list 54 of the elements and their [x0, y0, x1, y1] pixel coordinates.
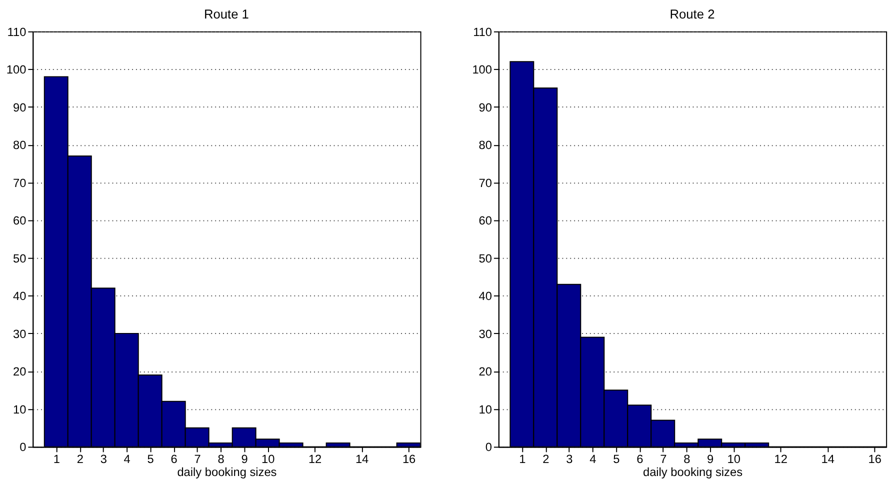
y-tick-label: 30 — [13, 326, 27, 341]
y-tick-label: 70 — [478, 176, 492, 190]
x-tick-label: 12 — [774, 452, 788, 466]
y-tick-label: 10 — [13, 402, 27, 416]
x-tick-label: 16 — [402, 452, 416, 466]
y-tick-label: 100 — [472, 62, 492, 77]
y-tick-label: 90 — [478, 100, 492, 114]
y-tick-label: 20 — [478, 364, 492, 379]
y-tick-label: 90 — [13, 100, 27, 114]
x-tick-label: 5 — [147, 452, 154, 466]
x-tick-label: 10 — [261, 452, 276, 466]
x-tick-label: 14 — [821, 452, 835, 466]
y-tick-label: 80 — [478, 138, 492, 152]
y-tick-label: 0 — [485, 440, 492, 454]
y-tick-label: 70 — [13, 176, 27, 190]
x-tick-label: 6 — [636, 452, 644, 466]
x-axis-title: daily booking sizes — [177, 464, 277, 479]
y-tick-label: 110 — [7, 24, 27, 39]
x-tick-label: 2 — [542, 452, 550, 466]
x-tick-label: 1 — [53, 452, 60, 466]
x-tick-label: 14 — [355, 452, 370, 466]
x-tick-label: 7 — [660, 452, 667, 466]
x-tick-label: 8 — [684, 452, 691, 466]
x-tick-label: 3 — [566, 452, 574, 466]
x-tick-label: 10 — [727, 452, 741, 466]
x-tick-label: 5 — [613, 452, 620, 466]
x-tick-label: 9 — [241, 452, 248, 466]
x-tick-label: 16 — [868, 452, 882, 466]
y-tick-label: 110 — [473, 24, 492, 39]
chart-title: Route 1 — [204, 6, 249, 22]
y-tick-label: 40 — [478, 289, 492, 304]
y-tick-label: 50 — [478, 251, 492, 266]
y-tick-label: 10 — [478, 402, 492, 416]
y-tick-label: 80 — [13, 138, 27, 152]
x-tick-label: 9 — [707, 452, 714, 466]
x-tick-label: 4 — [124, 452, 131, 466]
x-tick-label: 12 — [308, 452, 322, 466]
x-axis-title: daily booking sizes — [642, 464, 743, 479]
y-tick-label: 60 — [13, 214, 27, 228]
y-tick-label: 0 — [20, 440, 27, 454]
x-tick-label: 2 — [76, 452, 84, 466]
y-tick-label: 40 — [13, 289, 27, 304]
x-tick-label: 6 — [170, 452, 178, 466]
x-tick-label: 3 — [100, 452, 108, 466]
x-tick-label: 4 — [590, 452, 597, 466]
x-tick-label: 7 — [194, 452, 201, 466]
x-tick-label: 1 — [519, 452, 526, 466]
y-tick-label: 100 — [6, 62, 27, 77]
x-tick-label: 8 — [218, 452, 225, 466]
y-tick-label: 30 — [478, 326, 492, 341]
y-tick-label: 60 — [478, 214, 492, 228]
y-tick-label: 50 — [13, 251, 27, 266]
y-tick-label: 20 — [13, 364, 27, 379]
chart-title: Route 2 — [670, 6, 715, 22]
